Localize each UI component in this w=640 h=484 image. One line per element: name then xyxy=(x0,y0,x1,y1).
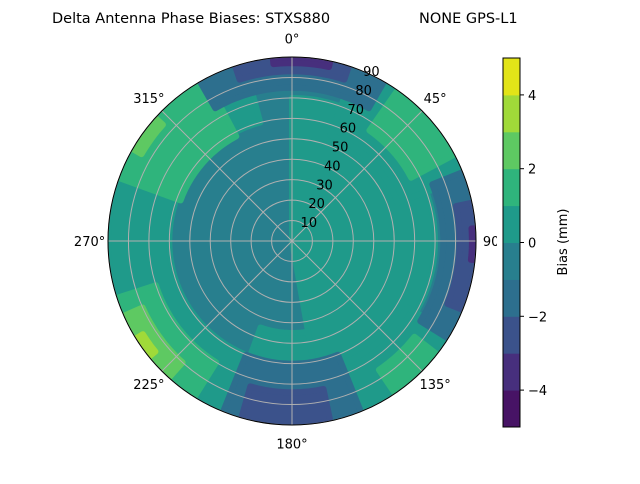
colorbar-tick-label: 2 xyxy=(528,163,536,178)
radial-tick-label: 10 xyxy=(301,216,318,231)
colorbar-segment xyxy=(503,94,520,133)
angular-gridline xyxy=(161,240,293,372)
colorbar-segment xyxy=(503,353,520,391)
chart-title-left: Delta Antenna Phase Biases: STXS880 xyxy=(52,11,330,27)
colorbar-tick-label: 4 xyxy=(528,89,536,104)
colorbar-segment xyxy=(503,390,520,428)
radial-tick-label: 90 xyxy=(363,65,380,80)
angular-tick-label: 180° xyxy=(276,437,307,452)
radial-tick-label: 60 xyxy=(340,122,357,137)
colorbar-tick-label: −4 xyxy=(528,384,547,399)
contour-region xyxy=(467,225,476,264)
colorbar-tick-label: −2 xyxy=(528,310,547,325)
radial-tick-label: 50 xyxy=(332,141,349,156)
angular-tick-label: 135° xyxy=(419,378,450,393)
angular-tick-label: 0° xyxy=(285,33,300,48)
angular-gridline xyxy=(291,240,423,372)
radial-tick-labels: 10 20 30 40 50 60 70 80 90 xyxy=(301,65,380,231)
angular-tick-label: 315° xyxy=(133,92,164,107)
colorbar: −4 −2 0 2 4 xyxy=(497,56,547,429)
colorbar-segment xyxy=(503,242,520,280)
angular-tick-label: 225° xyxy=(133,378,164,393)
polar-frame xyxy=(107,56,477,426)
colorbar-label: Bias (mm) xyxy=(556,209,571,276)
radial-tick-label: 80 xyxy=(355,84,372,99)
angular-tick-label: 45° xyxy=(424,92,447,107)
colorbar-segment xyxy=(503,58,520,96)
colorbar-segment xyxy=(503,131,520,170)
contour-region xyxy=(238,383,334,425)
angular-gridline xyxy=(161,110,293,242)
contour-region xyxy=(269,57,334,70)
angular-tick-labels: 0°45°90°135°180°225°270°315° xyxy=(74,33,506,453)
radial-tick-label: 20 xyxy=(308,197,325,212)
radial-tick-label: 40 xyxy=(324,159,341,174)
colorbar-segment xyxy=(503,279,520,317)
colorbar-segment xyxy=(503,205,520,243)
angular-tick-label: 270° xyxy=(74,235,105,250)
colorbar-tick-label: 0 xyxy=(528,237,536,252)
radial-tick-label: 70 xyxy=(347,103,364,118)
angular-gridline xyxy=(291,110,423,242)
polar-grid xyxy=(107,56,477,426)
chart-title-right: NONE GPS-L1 xyxy=(419,11,518,27)
radial-tick-label: 30 xyxy=(316,178,333,193)
colorbar-segment xyxy=(503,168,520,207)
colorbar-segment xyxy=(503,316,520,354)
